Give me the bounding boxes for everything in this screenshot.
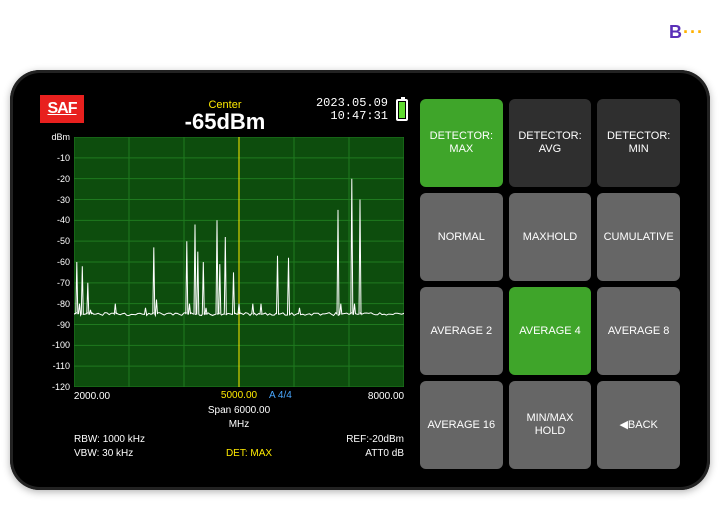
mode-button-10[interactable]: MIN/MAX HOLD <box>509 381 592 469</box>
spectrum-plot <box>74 137 404 387</box>
screen: SAF 2023.05.09 10:47:31 Center -65dBm dB… <box>40 95 680 465</box>
mode-button-1[interactable]: DETECTOR: AVG <box>509 99 592 187</box>
button-panel: DETECTOR: MAXDETECTOR: AVGDETECTOR: MIN N… <box>420 95 680 469</box>
mode-button-3[interactable]: NORMAL <box>420 193 503 281</box>
mode-button-5[interactable]: CUMULATIVE <box>597 193 680 281</box>
trace-a-label: A 4/4 <box>269 390 292 401</box>
rbw-label: RBW: 1000 kHz <box>74 433 194 447</box>
page-header: B··· <box>0 0 720 70</box>
mode-button-8[interactable]: AVERAGE 8 <box>597 287 680 375</box>
vendor-logo: B··· <box>669 22 704 43</box>
mode-button-7[interactable]: AVERAGE 4 <box>509 287 592 375</box>
ref-label: REF:-20dBm <box>304 433 404 447</box>
det-label: DET: MAX <box>194 447 304 461</box>
att-label: ATT0 dB <box>304 447 404 461</box>
bottom-params: RBW: 1000 kHz REF:-20dBm VBW: 30 kHz DET… <box>74 433 404 461</box>
device-frame: SAF 2023.05.09 10:47:31 Center -65dBm dB… <box>10 70 710 490</box>
vbw-label: VBW: 30 kHz <box>74 447 194 461</box>
mode-button-11[interactable]: ◀BACK <box>597 381 680 469</box>
mode-button-0[interactable]: DETECTOR: MAX <box>420 99 503 187</box>
unit-label: MHz <box>229 419 250 430</box>
mode-button-4[interactable]: MAXHOLD <box>509 193 592 281</box>
span-label: Span 6000.00 <box>208 405 270 416</box>
mode-button-6[interactable]: AVERAGE 2 <box>420 287 503 375</box>
mode-button-9[interactable]: AVERAGE 16 <box>420 381 503 469</box>
y-axis-labels: dBm-10-20-30-40-50-60-70-80-90-100-110-1… <box>40 137 72 387</box>
mode-button-2[interactable]: DETECTOR: MIN <box>597 99 680 187</box>
marker-value: -65dBm <box>40 109 410 135</box>
center-freq-label: 5000.00 <box>221 390 257 401</box>
chart-area: SAF 2023.05.09 10:47:31 Center -65dBm dB… <box>40 95 410 465</box>
